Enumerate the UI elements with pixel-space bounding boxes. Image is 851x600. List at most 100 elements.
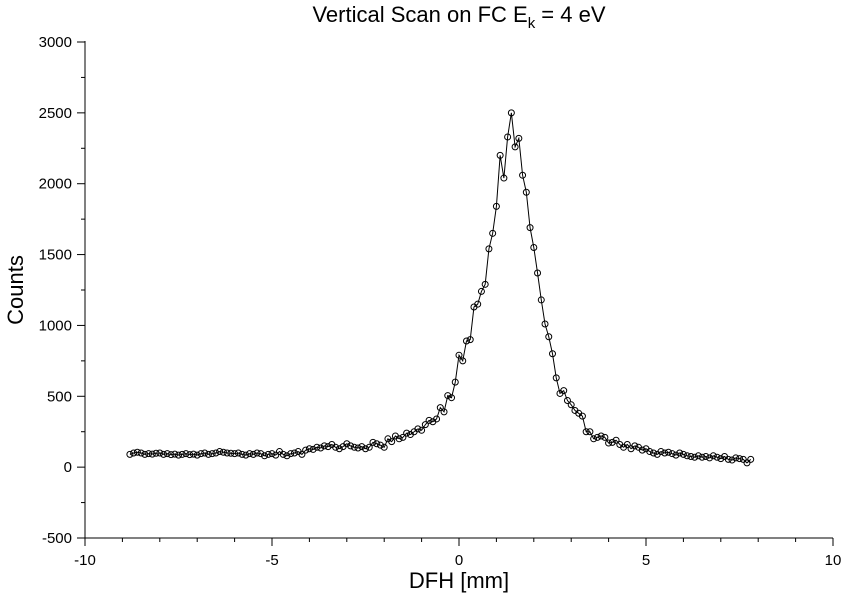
- x-tick-label: 10: [825, 552, 842, 569]
- data-point: [223, 449, 231, 457]
- data-point: [313, 443, 321, 451]
- x-tick-label: -5: [265, 552, 278, 569]
- data-point: [698, 453, 706, 461]
- data-point: [541, 320, 549, 328]
- data-point: [160, 450, 168, 458]
- data-point: [137, 449, 145, 457]
- data-point: [657, 448, 665, 456]
- data-point: [717, 455, 725, 463]
- y-tick-label: -500: [42, 530, 72, 547]
- data-point: [197, 450, 205, 458]
- data-point: [369, 438, 377, 446]
- data-point: [743, 459, 751, 467]
- data-point: [515, 134, 523, 142]
- data-point: [481, 280, 489, 288]
- data-point: [373, 440, 381, 448]
- data-point: [193, 451, 201, 459]
- data-point: [683, 452, 691, 460]
- data-point: [462, 337, 470, 345]
- data-point: [395, 435, 403, 443]
- data-point: [298, 450, 306, 458]
- data-point: [728, 456, 736, 464]
- data-point: [261, 452, 269, 460]
- data-point: [141, 450, 149, 458]
- data-point: [649, 449, 657, 457]
- y-tick-label: 3000: [39, 34, 72, 51]
- data-point: [489, 229, 497, 237]
- data-point: [623, 440, 631, 448]
- data-point: [560, 387, 568, 395]
- data-point: [590, 435, 598, 443]
- data-point: [477, 287, 485, 295]
- data-point: [178, 450, 186, 458]
- data-point: [638, 446, 646, 454]
- data-point: [335, 445, 343, 453]
- data-point: [320, 442, 328, 450]
- data-point: [216, 448, 224, 456]
- data-point: [612, 436, 620, 444]
- data-point: [257, 450, 265, 458]
- data-point: [511, 143, 519, 151]
- data-point: [485, 245, 493, 253]
- data-point: [451, 378, 459, 386]
- data-point: [302, 446, 310, 454]
- data-point: [687, 453, 695, 461]
- data-point: [163, 450, 171, 458]
- y-tick-label: 2500: [39, 105, 72, 122]
- data-point: [167, 451, 175, 459]
- x-tick-label: 5: [642, 552, 650, 569]
- data-point: [219, 448, 227, 456]
- data-point: [148, 450, 156, 458]
- data-point: [362, 445, 369, 453]
- data-point: [227, 449, 235, 457]
- data-point: [601, 433, 609, 441]
- y-tick-label: 1500: [39, 247, 72, 264]
- data-point: [145, 450, 153, 458]
- data-point: [133, 448, 141, 456]
- data-point: [448, 394, 456, 402]
- data-point: [496, 151, 504, 159]
- data-point: [608, 438, 616, 446]
- data-point: [455, 351, 463, 359]
- data-point: [305, 445, 313, 453]
- data-point: [706, 454, 714, 462]
- data-point: [593, 433, 601, 441]
- data-point: [171, 450, 179, 458]
- data-point: [444, 392, 452, 400]
- data-point: [234, 449, 242, 457]
- data-point: [582, 428, 590, 436]
- data-point: [182, 450, 190, 458]
- data-point: [691, 453, 699, 461]
- data-point: [466, 336, 474, 344]
- data-point: [507, 109, 515, 117]
- data-point: [736, 455, 743, 463]
- data-point: [679, 450, 687, 458]
- data-point: [631, 442, 639, 450]
- data-point: [126, 450, 134, 458]
- data-point: [563, 397, 571, 405]
- data-point: [425, 416, 433, 424]
- data-point: [694, 452, 702, 460]
- data-point: [365, 443, 373, 451]
- data-point: [152, 449, 160, 457]
- data-point: [376, 441, 384, 449]
- data-point: [287, 450, 295, 458]
- data-point: [545, 333, 553, 341]
- data-point: [605, 439, 613, 447]
- data-point: [347, 442, 355, 450]
- data-point: [672, 451, 680, 459]
- data-point: [324, 443, 332, 451]
- x-tick-label: 0: [455, 552, 463, 569]
- y-tick-label: 2000: [39, 176, 72, 193]
- data-point: [175, 451, 182, 459]
- data-point: [380, 443, 388, 451]
- data-point: [264, 450, 272, 458]
- data-point: [343, 440, 351, 448]
- data-point: [208, 450, 216, 458]
- data-point: [189, 450, 197, 458]
- data-point: [332, 443, 340, 451]
- data-point: [747, 455, 755, 463]
- data-point: [283, 452, 291, 460]
- data-point: [399, 433, 407, 441]
